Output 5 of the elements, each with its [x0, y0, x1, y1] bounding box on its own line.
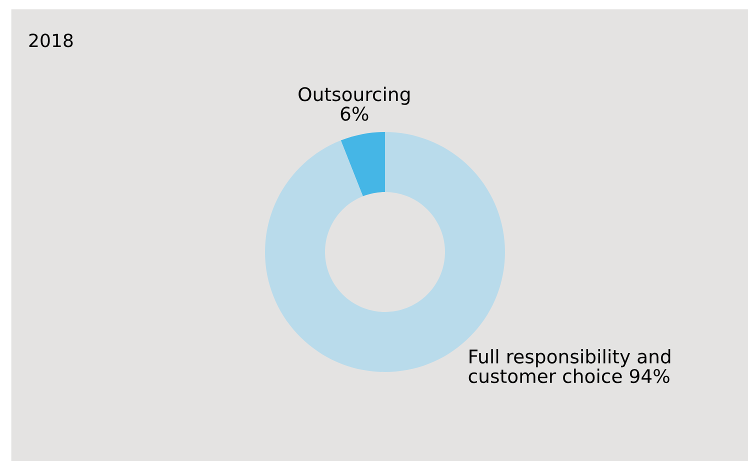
slice-label: Outsourcing [298, 86, 410, 105]
text: 2018 [29, 34, 73, 48]
data-label: 6% [340, 106, 368, 121]
slice-label: Full responsibility and customer choice 94% [468, 349, 670, 384]
donut-slice [340, 132, 385, 196]
